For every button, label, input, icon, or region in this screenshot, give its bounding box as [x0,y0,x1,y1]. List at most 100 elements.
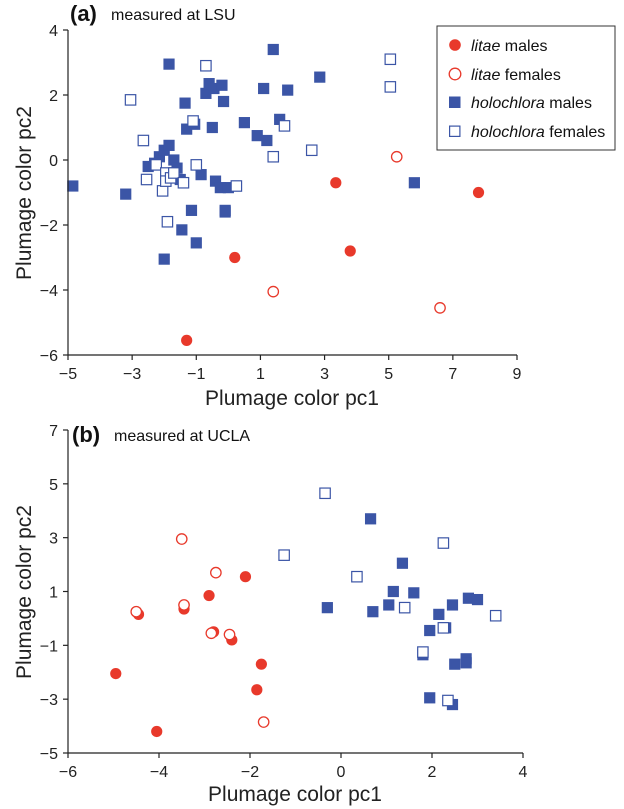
point-holochlora-males [364,513,377,525]
point-holochlora-males [153,151,166,163]
x-tick-label: −5 [59,366,77,383]
point-holochlora-females [278,549,290,561]
point-litae-males [203,589,215,602]
point-holochlora-males [383,599,395,611]
point-holochlora-males [195,169,207,181]
legend-item-holochlora-females: holochlora females [449,124,605,141]
point-holochlora-females [384,81,397,93]
point-litae-females [210,566,222,579]
point-litae-females [434,302,446,314]
y-tick-label: −1 [40,638,58,655]
point-holochlora-males [367,606,379,618]
panel-b: (b) measured at UCLA −6 −4 −2 0 2 4 −5 −3 −1 1 3 5 7… [13,422,528,806]
point-litae-males [151,725,163,738]
legend-item-litae-males: litae males [449,38,547,55]
point-holochlora-females [442,694,454,707]
point-holochlora-males [462,592,474,604]
point-holochlora-females [187,115,199,127]
point-holochlora-females [437,622,450,634]
point-holochlora-males [274,113,286,125]
point-holochlora-males [67,180,79,192]
panel-b-ticks: −6 −4 −2 0 2 4 −5 −3 −1 1 3 5 7 [40,423,528,781]
point-holochlora-females [417,646,429,658]
panel-a-ticks: −5 −3 −1 1 3 5 7 9 −6 −4 −2 0 2 4 [40,23,522,383]
x-tick-label: −6 [59,764,77,781]
point-litae-females [223,628,236,641]
point-holochlora-males [424,692,436,704]
legend-marker-open-circle [448,67,462,81]
x-tick-label: 1 [256,366,265,383]
legend-label: holochlora males [471,95,592,112]
y-tick-label: 2 [49,88,58,105]
point-holochlora-males [258,82,270,95]
y-tick-label: −4 [40,283,58,300]
point-holochlora-males [168,154,180,166]
point-holochlora-males [471,593,484,606]
x-tick-label: 3 [320,366,329,383]
point-litae-females [205,627,218,640]
y-tick-label: 0 [49,153,58,170]
x-tick-label: −2 [241,764,259,781]
point-litae-females [257,716,270,728]
point-litae-males [344,245,356,257]
panel-a-title: measured at LSU [111,7,236,24]
point-holochlora-males [314,71,326,83]
panel-a-x-label: Plumage color pc1 [205,387,379,410]
panel-b-y-label: Plumage color pc2 [13,505,36,679]
point-holochlora-females [384,53,397,66]
point-holochlora-males [396,557,409,569]
point-holochlora-males [261,134,273,147]
point-holochlora-females [140,173,153,186]
legend-label: holochlora females [471,124,605,141]
point-holochlora-females [278,120,291,132]
point-holochlora-males [216,79,228,91]
legend-box [436,25,616,151]
point-holochlora-females [398,601,411,614]
point-holochlora-males [446,599,459,611]
legend-marker-filled-circle [449,39,461,51]
point-holochlora-males [251,130,263,142]
point-holochlora-males [176,224,188,236]
point-holochlora-males [408,587,420,599]
point-holochlora-males [208,82,220,95]
legend-marker-filled-square [449,96,461,108]
legend-item-holochlora-males: holochlora males [449,95,592,112]
y-tick-label: −6 [40,348,58,365]
legend-label: litae females [471,67,561,84]
point-holochlora-males [238,117,250,129]
point-holochlora-females [168,167,180,179]
panel-b-title: measured at UCLA [114,428,250,445]
point-holochlora-females [161,215,174,228]
x-tick-label: −1 [187,366,205,383]
panel-a-y-label: Plumage color pc2 [13,106,36,280]
y-tick-label: 3 [49,531,58,548]
y-tick-label: 1 [49,585,58,602]
x-tick-label: 9 [513,366,522,383]
legend-label: litae males [471,38,547,55]
point-holochlora-females [190,159,203,171]
point-holochlora-males [449,658,461,670]
point-holochlora-males [190,237,202,249]
point-holochlora-males [222,182,234,194]
y-tick-label: 7 [49,423,58,440]
point-litae-males [472,186,485,199]
x-tick-label: −3 [123,366,141,383]
point-holochlora-males [142,160,154,173]
point-litae-females [175,533,188,545]
panel-a: (a) measured at LSU −5 −3 −1 1 3 5 7 9 −6 −4 −2 0 2 4… [13,1,616,410]
point-holochlora-females [319,487,331,500]
panel-b-points [110,487,502,738]
point-holochlora-males [200,87,212,99]
legend-item-litae-females: litae females [448,67,561,84]
y-tick-label: −2 [40,218,58,235]
point-holochlora-males [387,585,399,598]
point-holochlora-males [209,175,222,187]
point-holochlora-males [206,121,218,134]
point-litae-males [255,658,267,670]
point-holochlora-females [177,176,190,189]
point-holochlora-males [158,253,170,265]
point-litae-males [181,334,193,346]
point-litae-females [130,605,143,618]
point-holochlora-males [214,182,226,194]
point-holochlora-males [267,43,279,56]
